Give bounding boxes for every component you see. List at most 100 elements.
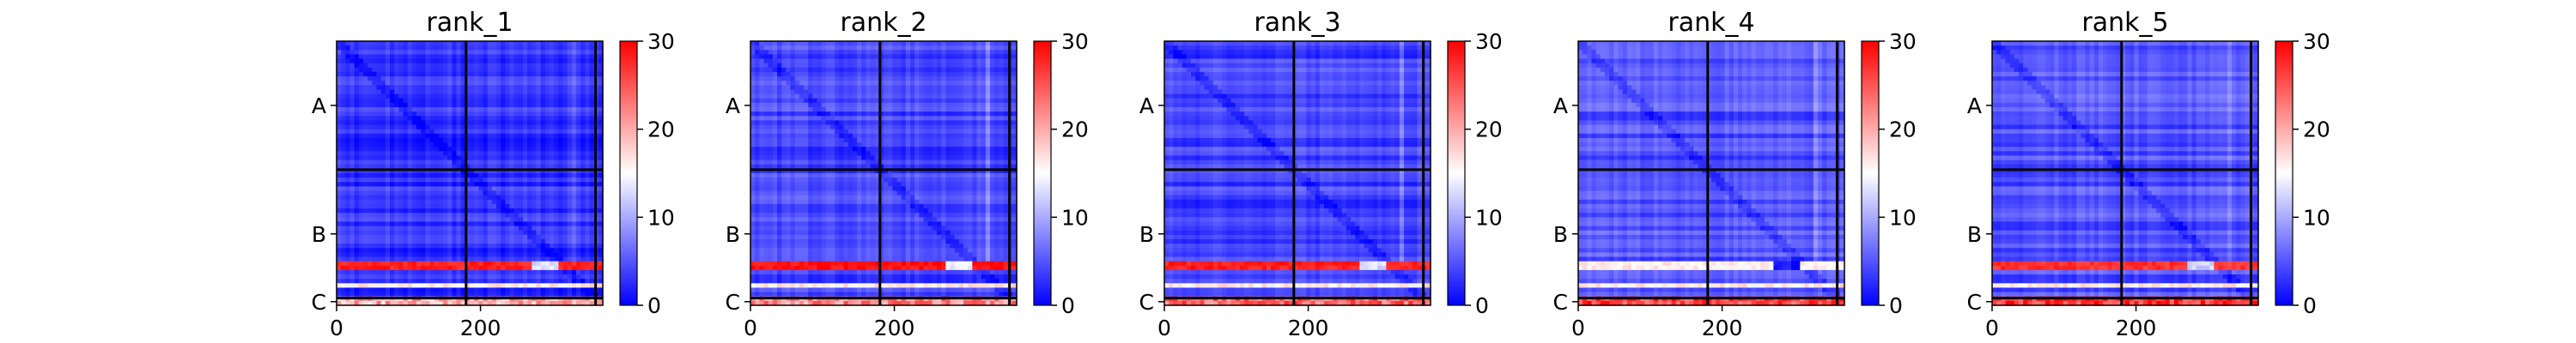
- heatmap-cell: [434, 221, 440, 226]
- heatmap-cell: [572, 76, 577, 81]
- heatmap-cell: [404, 217, 409, 222]
- heatmap-cell: [972, 129, 977, 135]
- heatmap-cell: [381, 266, 386, 271]
- heatmap-cell: [585, 235, 590, 240]
- heatmap-cell: [554, 85, 559, 90]
- heatmap-cell: [337, 151, 342, 156]
- heatmap-cell: [999, 41, 1004, 46]
- heatmap-cell: [558, 226, 563, 232]
- heatmap-cell: [483, 116, 489, 121]
- heatmap-cell: [443, 151, 448, 156]
- heatmap-cell: [372, 244, 377, 249]
- heatmap-cell: [452, 59, 457, 64]
- heatmap-cell: [496, 248, 501, 253]
- heatmap-cell: [434, 279, 440, 284]
- heatmap-cell: [537, 125, 542, 130]
- heatmap-cell: [933, 116, 938, 121]
- heatmap-cell: [558, 129, 563, 135]
- heatmap-cell: [421, 99, 426, 104]
- heatmap-cell: [398, 208, 404, 214]
- heatmap-cell: [478, 151, 483, 156]
- heatmap-cell: [519, 41, 524, 46]
- heatmap-cell: [576, 41, 581, 46]
- heatmap-cell: [514, 85, 519, 90]
- heatmap-cell: [386, 213, 391, 218]
- heatmap-cell: [968, 125, 973, 130]
- chart-title: rank_1: [426, 8, 513, 38]
- heatmap-cell: [812, 138, 817, 143]
- heatmap-cell: [892, 54, 897, 59]
- heatmap-cell: [505, 252, 510, 257]
- heatmap-cell: [576, 81, 581, 86]
- heatmap-cell: [897, 111, 902, 117]
- heatmap-cell: [510, 81, 515, 86]
- heatmap-cell: [812, 63, 817, 69]
- heatmap-cell: [496, 191, 501, 196]
- heatmap-cell: [377, 217, 382, 222]
- heatmap-cell: [572, 213, 577, 218]
- heatmap-cell: [773, 59, 778, 64]
- heatmap-cell: [368, 59, 373, 64]
- heatmap-cell: [372, 155, 377, 160]
- heatmap-cell: [590, 292, 595, 298]
- heatmap-cell: [910, 68, 915, 73]
- heatmap-cell: [791, 125, 796, 130]
- heatmap-cell: [781, 120, 787, 125]
- heatmap-cell: [350, 217, 355, 222]
- heatmap-cell: [568, 94, 573, 99]
- heatmap-cell: [390, 72, 395, 77]
- heatmap-cell: [483, 200, 489, 205]
- heatmap-cell: [478, 142, 483, 147]
- heatmap-cell: [394, 196, 399, 201]
- heatmap-cell: [585, 160, 590, 165]
- heatmap-cell: [368, 283, 373, 288]
- heatmap-cell: [857, 134, 862, 139]
- heatmap-cell: [968, 63, 973, 69]
- heatmap-cell: [452, 204, 457, 209]
- heatmap-cell: [888, 138, 893, 143]
- heatmap-cell: [933, 125, 938, 130]
- heatmap-cell: [368, 76, 373, 81]
- heatmap-cell: [359, 191, 364, 196]
- heatmap-cell: [830, 54, 835, 59]
- heatmap-cell: [523, 204, 528, 209]
- heatmap-cell: [585, 204, 590, 209]
- heatmap-cell: [545, 125, 550, 130]
- heatmap-cell: [835, 68, 840, 73]
- heatmap-cell: [910, 120, 915, 125]
- heatmap-cell: [892, 107, 897, 112]
- heatmap-cell: [826, 50, 831, 55]
- heatmap-cell: [532, 208, 537, 214]
- heatmap-cell: [377, 59, 382, 64]
- heatmap-cell: [990, 59, 995, 64]
- heatmap-cell: [416, 173, 422, 178]
- heatmap-cell: [563, 196, 568, 201]
- heatmap-cell: [457, 257, 462, 262]
- heatmap-cell: [386, 200, 391, 205]
- heatmap-cell: [416, 76, 422, 81]
- heatmap-cell: [488, 111, 493, 117]
- heatmap-cell: [439, 151, 444, 156]
- heatmap-cell: [781, 76, 787, 81]
- heatmap-cell: [933, 89, 938, 94]
- heatmap-cell: [412, 111, 417, 117]
- heatmap-cell: [755, 107, 760, 112]
- heatmap-cell: [359, 178, 364, 183]
- heatmap-cell: [341, 208, 346, 214]
- heatmap-cell: [844, 138, 849, 143]
- heatmap-cell: [416, 191, 422, 196]
- heatmap-cell: [902, 99, 907, 104]
- heatmap-cell: [359, 186, 364, 191]
- heatmap-cell: [372, 248, 377, 253]
- heatmap-cell: [580, 221, 586, 226]
- heatmap-cell: [563, 76, 568, 81]
- heatmap-cell: [795, 111, 800, 117]
- heatmap-cell: [447, 120, 453, 125]
- heatmap-cell: [355, 63, 360, 69]
- heatmap-cell: [888, 107, 893, 112]
- heatmap-cell: [350, 99, 355, 104]
- heatmap-cell: [505, 244, 510, 249]
- heatmap-cell: [341, 134, 346, 139]
- heatmap-cell: [394, 107, 399, 112]
- heatmap-cell: [359, 244, 364, 249]
